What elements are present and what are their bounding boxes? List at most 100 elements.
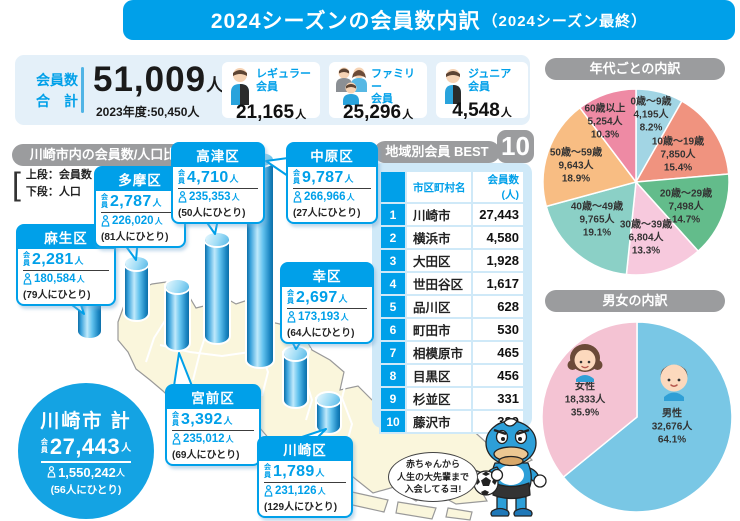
district-population-row: 180,584 人 xyxy=(23,273,109,285)
district-members-row: 会 員 2,787 人 xyxy=(101,193,179,213)
best10-table: 市区町村名 会員数(人) 1 川崎市 27,443 2 横浜市 4,580 3 大田区 1,92… xyxy=(379,170,525,434)
best10-row: 7 相模原市 465 xyxy=(379,340,525,365)
best10-panel: 市区町村名 会員数(人) 1 川崎市 27,443 2 横浜市 4,580 3 大田区 1,92… xyxy=(372,163,532,434)
rank-cell: 3 xyxy=(379,248,407,273)
pie-slice-label: 女性 18,333人 35.9% xyxy=(564,381,606,419)
name-cell: 町田市 xyxy=(405,317,473,342)
district-population-row: 173,193 人 xyxy=(287,311,367,323)
category-value: 4,548人 xyxy=(452,100,512,121)
name-cell: 目黒区 xyxy=(405,363,473,388)
rank-cell: 4 xyxy=(379,271,407,296)
population-icon xyxy=(172,433,181,445)
category-label: ジュニア 会員 xyxy=(468,68,512,93)
name-cell: 品川区 xyxy=(405,294,473,319)
rank-cell: 7 xyxy=(379,340,407,365)
district-population-row: 266,966 人 xyxy=(293,191,371,203)
rank-cell: 8 xyxy=(379,363,407,388)
pie-slice-label: 10歳～19歳 7,850人 15.4% xyxy=(651,136,705,174)
rank-cell: 2 xyxy=(379,225,407,250)
population-icon xyxy=(101,215,110,227)
pie-slice xyxy=(625,181,699,276)
total-ratio: (56人にひとり) xyxy=(50,483,122,496)
category-value: 25,296人 xyxy=(342,102,414,123)
pie-slice xyxy=(635,173,730,252)
rank-header xyxy=(379,170,407,204)
pie-slice xyxy=(562,321,733,513)
map-legend-text: 上段：会員数 下段：人口 xyxy=(25,169,92,198)
member-bar-tama xyxy=(125,257,148,320)
district-members-row: 会 員 2,697 人 xyxy=(287,289,367,309)
population-icon xyxy=(47,466,56,478)
district-name: 川崎区 xyxy=(259,438,351,461)
total-population-row: 1,550,242 人 xyxy=(47,465,125,480)
district-callout-kawasaki: 川崎区会 員 1,789 人 231,126 人 (129人にひとり) xyxy=(257,436,353,518)
district-name: 多摩区 xyxy=(96,168,184,191)
population-icon xyxy=(23,273,32,285)
district-ratio: (50人にひとり) xyxy=(178,208,246,219)
name-cell: 相模原市 xyxy=(405,340,473,365)
pie-chart-0 xyxy=(542,88,730,276)
pie-slice-label: 60歳以上 5,254人 10.3% xyxy=(584,103,626,141)
mascot-speech-bubble: 赤ちゃんから 人生の大先輩まで 入会してるヨ! xyxy=(388,452,478,502)
best10-row: 8 目黒区 456 xyxy=(379,363,525,388)
female-face-icon xyxy=(566,340,604,382)
summary-panel: 会員数 合 計 51,009人 2023年度:50,450人 レギュラー 会員 2… xyxy=(15,55,530,125)
best10-row: 9 杉並区 331 xyxy=(379,386,525,411)
member-prefix: 会 員 xyxy=(264,464,271,479)
district-members-row: 会 員 3,392 人 xyxy=(172,411,254,431)
membership-category-card-family: ファミリー 会員 25,296人 xyxy=(329,62,427,123)
membership-category-card-regular: レギュラー 会員 21,165人 xyxy=(222,62,320,123)
title-main: 2024シーズンの会員数内訳 xyxy=(210,10,481,33)
district-ratio: (129人にひとり) xyxy=(264,502,338,513)
junior-member-icon xyxy=(441,66,465,104)
name-cell: 川崎市 xyxy=(405,202,473,227)
district-name: 中原区 xyxy=(288,144,376,167)
district-name: 麻生区 xyxy=(18,226,114,249)
pie-slice xyxy=(579,88,637,183)
best10-row: 5 品川区 628 xyxy=(379,294,525,319)
district-members-row: 会 員 2,281 人 xyxy=(23,251,109,271)
rank-cell: 1 xyxy=(379,202,407,227)
map-section-title: 川崎市内の会員数/人口比 xyxy=(12,144,194,166)
total-name: 川崎市 計 xyxy=(40,410,132,432)
district-members-row: 会 員 4,710 人 xyxy=(178,169,258,189)
district-name: 高津区 xyxy=(173,144,263,167)
value-cell: 1,928 xyxy=(471,248,525,273)
family-member-icon xyxy=(334,66,368,106)
name-cell: 藤沢市 xyxy=(405,409,473,434)
member-prefix: 会 員 xyxy=(178,170,185,185)
district-callout-takatsu: 高津区会 員 4,710 人 235,353 人 (50人にひとり) xyxy=(171,142,265,224)
total-members-row: 会 員 27,443 人 xyxy=(40,434,132,463)
district-ratio: (69人にひとり) xyxy=(172,450,240,461)
map-legend: [ 上段：会員数 下段：人口 ] xyxy=(12,167,106,200)
member-prefix: 会 員 xyxy=(287,290,294,305)
rank-cell: 10 xyxy=(379,409,407,434)
age-chart-title: 年代ごとの内訳 xyxy=(545,58,725,80)
district-ratio: (81人にひとり) xyxy=(101,232,169,243)
district-callout-nakahara: 中原区会 員 9,787 人 266,966 人 (27人にひとり) xyxy=(286,142,378,224)
best10-row: 1 川崎市 27,443 xyxy=(379,202,525,227)
bracket-left: [ xyxy=(12,165,21,202)
rank-cell: 5 xyxy=(379,294,407,319)
pie-slice xyxy=(635,100,730,183)
category-label: レギュラー 会員 xyxy=(256,68,311,93)
district-ratio: (27人にひとり) xyxy=(293,208,361,219)
district-members-row: 会 員 9,787 人 xyxy=(293,169,371,189)
membership-categories: レギュラー 会員 21,165人 ファミリー 会員 25,296人 ジュニア 会員 4,5… xyxy=(222,62,528,123)
population-icon xyxy=(178,191,187,203)
best10-row: 2 横浜市 4,580 xyxy=(379,225,525,250)
district-callout-saiwai: 幸区会 員 2,697 人 173,193 人 (64人にひとり) xyxy=(280,262,374,344)
pie-slice-label: 20歳～29歳 7,498人 14.7% xyxy=(659,188,713,226)
member-bar-miyamae xyxy=(166,280,189,350)
population-icon xyxy=(264,485,273,497)
previous-year-value: 2023年度:50,450人 xyxy=(96,105,200,119)
page-title: 2024シーズンの会員数内訳 （2024シーズン最終） xyxy=(123,0,735,40)
total-members-value: 51,009人 xyxy=(93,60,225,99)
value-cell: 628 xyxy=(471,294,525,319)
pie-slice xyxy=(541,321,638,478)
category-value: 21,165人 xyxy=(235,102,307,123)
district-population-row: 235,353 人 xyxy=(178,191,258,203)
pie-slice-label: 30歳～39歳 6,804人 13.3% xyxy=(619,219,673,257)
rank-cell: 9 xyxy=(379,386,407,411)
